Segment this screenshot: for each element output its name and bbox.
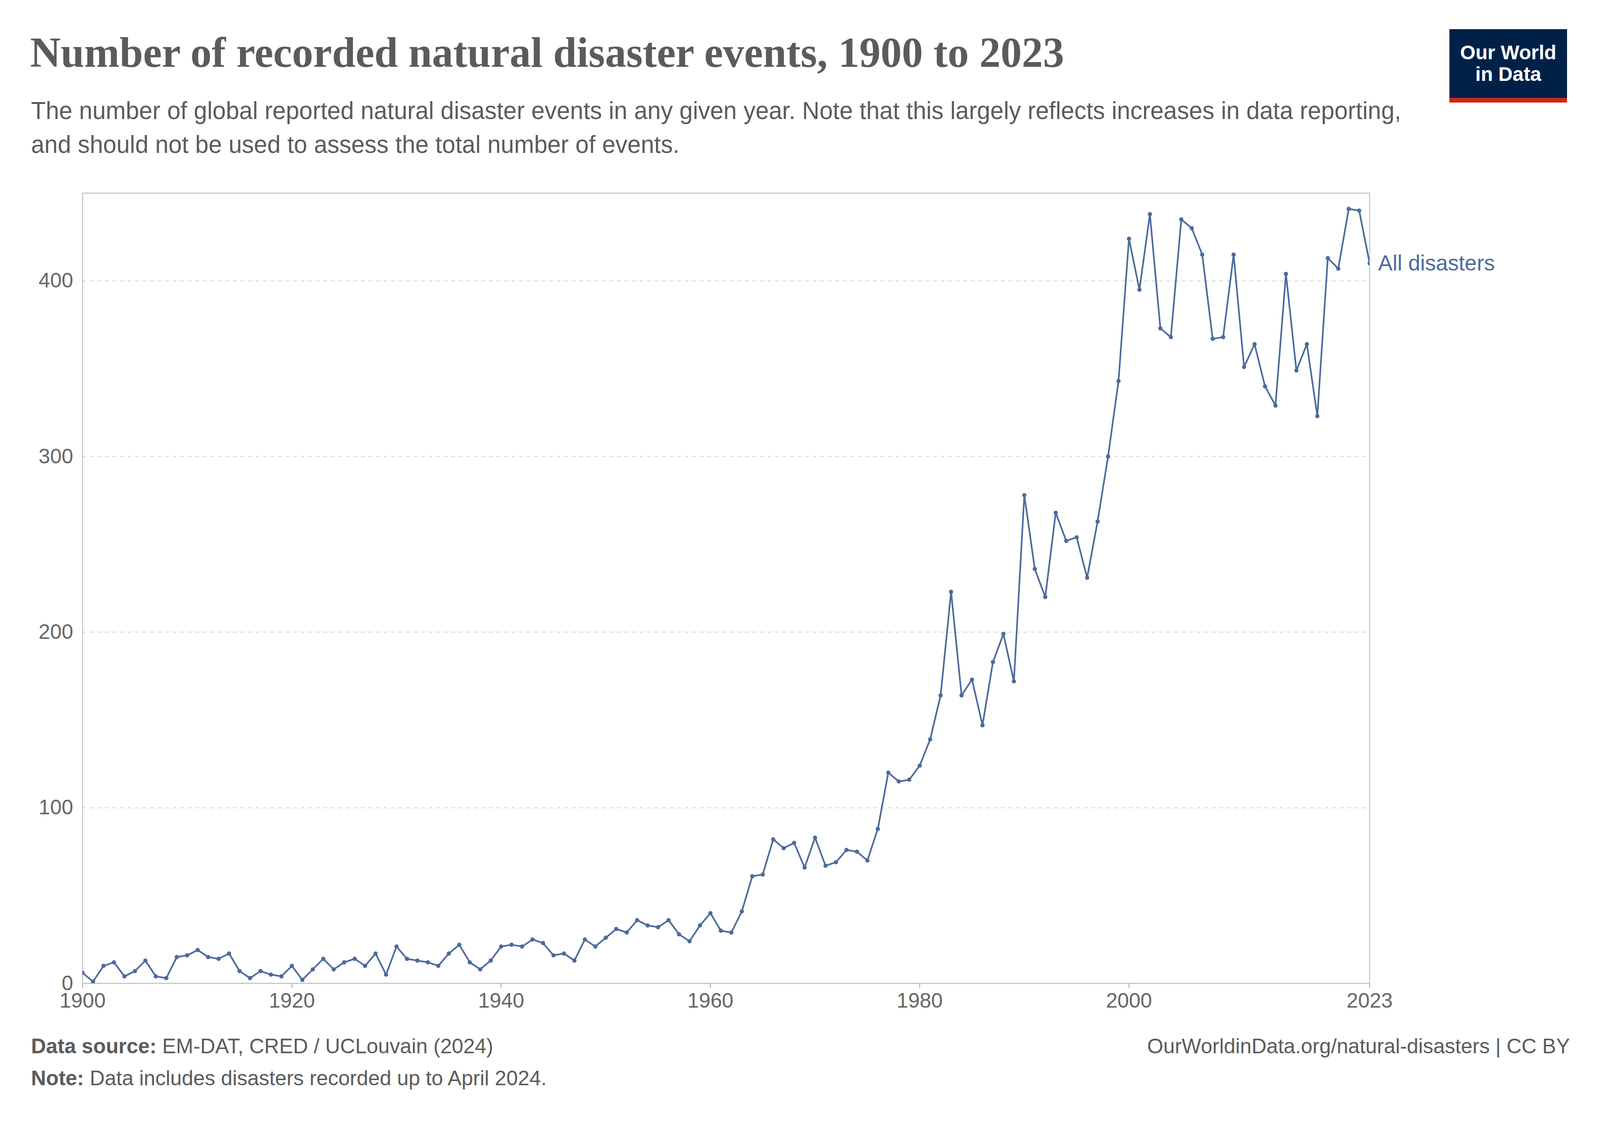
svg-text:1900: 1900 — [59, 989, 106, 1013]
svg-text:1920: 1920 — [268, 989, 315, 1013]
svg-text:1960: 1960 — [687, 989, 734, 1013]
svg-text:1940: 1940 — [478, 989, 525, 1013]
svg-text:All disasters: All disasters — [1378, 250, 1496, 276]
html-text:Note: Data includes disasters: Note: Data includes disasters recorded u… — [31, 1066, 547, 1090]
svg-text:2000: 2000 — [1105, 989, 1152, 1013]
html-text:Our World: Our World — [1460, 41, 1557, 64]
svg-text:100: 100 — [38, 795, 73, 819]
svg-text:2023: 2023 — [1346, 989, 1393, 1013]
html-text:in Data: in Data — [1475, 63, 1542, 86]
html-text:OurWorldinData.org/natural-dis: OurWorldinData.org/natural-disasters | C… — [1147, 1034, 1570, 1058]
svg-text:1980: 1980 — [896, 989, 943, 1013]
html-text:The number of global reported: The number of global reported natural di… — [31, 97, 1402, 159]
svg-text:200: 200 — [38, 620, 73, 644]
svg-text:0: 0 — [61, 971, 74, 995]
svg-text:300: 300 — [38, 444, 73, 468]
html-text:Number of recorded natural dis: Number of recorded natural disaster even… — [30, 29, 1065, 76]
html-text:Data source: EM-DAT, CRED / UC: Data source: EM-DAT, CRED / UCLouvain (2… — [31, 1034, 494, 1058]
svg-text:400: 400 — [38, 268, 73, 292]
